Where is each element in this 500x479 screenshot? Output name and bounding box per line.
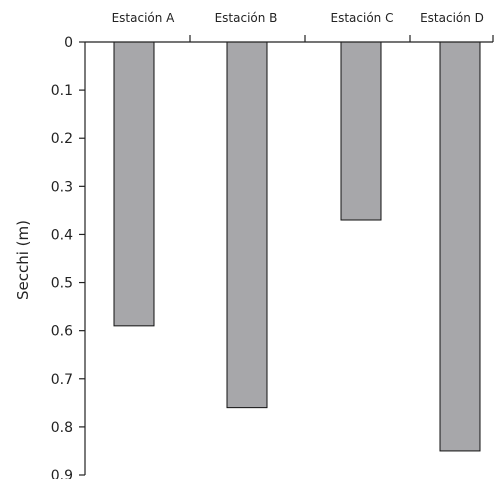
y-axis-title: Secchi (m) bbox=[14, 220, 32, 300]
y-tick-label-0: 0 bbox=[64, 35, 73, 51]
x-tick-label-3: Estación C bbox=[331, 11, 394, 25]
bar-4 bbox=[439, 41, 481, 452]
y-tick-label-3: 0.3 bbox=[51, 179, 73, 195]
y-tick-label-4: 0.4 bbox=[51, 227, 73, 243]
x-tick-label-1: Estación A bbox=[112, 11, 176, 25]
y-tick-label-2: 0.2 bbox=[51, 131, 73, 147]
bars bbox=[113, 41, 481, 452]
y-tick-label-6: 0.6 bbox=[51, 324, 73, 340]
bar-2 bbox=[226, 41, 268, 409]
bar-1 bbox=[113, 41, 155, 327]
y-tick-label-7: 0.7 bbox=[51, 372, 73, 388]
bar-3 bbox=[340, 41, 382, 221]
y-tick-label-8: 0.8 bbox=[51, 420, 73, 436]
x-tick-label-2: Estación B bbox=[215, 11, 278, 25]
y-tick-label-5: 0.5 bbox=[51, 276, 73, 292]
y-tick-label-9: 0.9 bbox=[51, 468, 73, 479]
x-tick-label-4: Estación D bbox=[420, 11, 484, 25]
y-tick-label-1: 0.1 bbox=[51, 83, 73, 99]
